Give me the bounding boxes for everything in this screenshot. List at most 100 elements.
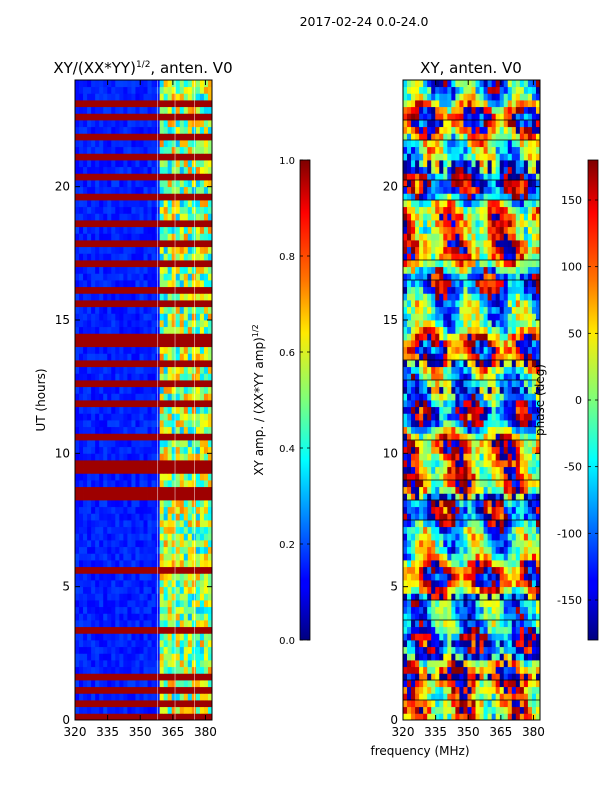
heatmap-cell <box>123 487 127 494</box>
heatmap-cell <box>127 653 131 660</box>
heatmap-cell <box>480 707 484 714</box>
heatmap-cell <box>103 553 107 560</box>
heatmap-cell <box>131 553 135 560</box>
heatmap-cell <box>439 593 443 600</box>
heatmap-cell <box>135 273 139 280</box>
heatmap-cell <box>492 407 496 414</box>
heatmap-cell <box>135 673 139 680</box>
heatmap-cell <box>148 280 152 287</box>
heatmap-cell <box>131 547 135 554</box>
heatmap-cell <box>152 587 156 594</box>
heatmap-cell <box>119 653 123 660</box>
heatmap-cell <box>463 513 467 520</box>
heatmap-cell <box>144 360 148 367</box>
heatmap-cell <box>200 687 204 694</box>
heatmap-cell <box>459 460 463 467</box>
heatmap-cell <box>480 447 484 454</box>
heatmap-cell <box>411 487 415 494</box>
heatmap-cell <box>131 100 135 107</box>
heatmap-cell <box>488 640 492 647</box>
heatmap-cell <box>196 80 200 87</box>
heatmap-cell <box>99 493 103 500</box>
heatmap-cell <box>411 613 415 620</box>
heatmap-cell <box>95 553 99 560</box>
heatmap-cell <box>131 180 135 187</box>
heatmap-cell <box>83 120 87 127</box>
heatmap-cell <box>467 587 471 594</box>
heatmap-cell <box>188 400 192 407</box>
heatmap-cell <box>95 700 99 707</box>
heatmap-cell <box>411 413 415 420</box>
heatmap-cell <box>403 627 407 634</box>
heatmap-cell <box>443 500 447 507</box>
heatmap-cell <box>139 640 143 647</box>
heatmap-cell <box>419 507 423 514</box>
heatmap-cell <box>111 687 115 694</box>
heatmap-cell <box>180 653 184 660</box>
heatmap-cell <box>148 400 152 407</box>
heatmap-cell <box>152 613 156 620</box>
heatmap-cell <box>500 540 504 547</box>
heatmap-cell <box>188 447 192 454</box>
heatmap-cell <box>131 387 135 394</box>
heatmap-cell <box>131 260 135 267</box>
heatmap-cell <box>107 213 111 220</box>
heatmap-cell <box>91 427 95 434</box>
heatmap-cell <box>87 660 91 667</box>
heatmap-cell <box>176 627 180 634</box>
heatmap-cell <box>196 540 200 547</box>
heatmap-cell <box>524 447 528 454</box>
heatmap-cell <box>407 427 411 434</box>
heatmap-cell <box>455 667 459 674</box>
heatmap-cell <box>204 300 208 307</box>
heatmap-cell <box>431 407 435 414</box>
heatmap-cell <box>512 620 516 627</box>
heatmap-cell <box>204 227 208 234</box>
heatmap-cell <box>79 87 83 94</box>
heatmap-cell <box>180 193 184 200</box>
heatmap-cell <box>135 647 139 654</box>
heatmap-cell <box>472 600 476 607</box>
heatmap-cell <box>520 393 524 400</box>
heatmap-cell <box>164 320 168 327</box>
heatmap-cell <box>200 247 204 254</box>
heatmap-cell <box>83 540 87 547</box>
heatmap-cell <box>403 607 407 614</box>
heatmap-cell <box>188 173 192 180</box>
heatmap-cell <box>91 333 95 340</box>
heatmap-cell <box>204 420 208 427</box>
heatmap-cell <box>148 540 152 547</box>
heatmap-cell <box>83 513 87 520</box>
heatmap-cell <box>103 660 107 667</box>
heatmap-cell <box>204 560 208 567</box>
heatmap-cell <box>107 333 111 340</box>
heatmap-cell <box>79 627 83 634</box>
heatmap-cell <box>520 680 524 687</box>
heatmap-cell <box>111 420 115 427</box>
heatmap-cell <box>188 387 192 394</box>
heatmap-cell <box>480 500 484 507</box>
heatmap-cell <box>196 660 200 667</box>
heatmap-cell <box>119 473 123 480</box>
heatmap-cell <box>119 260 123 267</box>
heatmap-cell <box>99 213 103 220</box>
heatmap-cell <box>403 673 407 680</box>
heatmap-cell <box>148 87 152 94</box>
heatmap-cell <box>415 433 419 440</box>
heatmap-cell <box>180 347 184 354</box>
heatmap-cell <box>119 687 123 694</box>
heatmap-cell <box>127 493 131 500</box>
heatmap-cell <box>168 453 172 460</box>
heatmap-cell <box>192 460 196 467</box>
heatmap-cell <box>119 453 123 460</box>
heatmap-cell <box>407 593 411 600</box>
heatmap-cell <box>407 607 411 614</box>
heatmap-cell <box>148 433 152 440</box>
heatmap-cell <box>196 133 200 140</box>
heatmap-cell <box>91 580 95 587</box>
heatmap-cell <box>403 533 407 540</box>
heatmap-cell <box>176 120 180 127</box>
heatmap-cell <box>488 407 492 414</box>
heatmap-cell <box>152 567 156 574</box>
heatmap-cell <box>144 273 148 280</box>
